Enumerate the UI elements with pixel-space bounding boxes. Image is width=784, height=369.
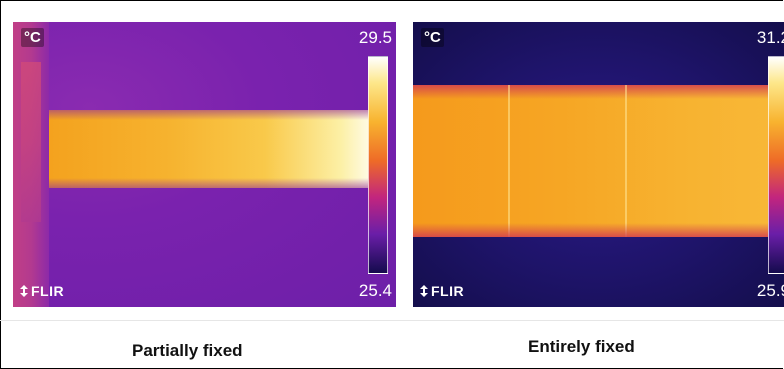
bar-seam — [508, 85, 510, 237]
thermal-image-entirely-fixed: °C 31.2 25.9 FLIR — [413, 22, 784, 307]
scale-max-temp: 31.2 — [756, 28, 784, 47]
temperature-unit-label: °C — [21, 28, 44, 47]
flir-logo-icon — [420, 285, 428, 297]
scale-min-temp: 25.4 — [358, 281, 392, 300]
scale-max-temp: 29.5 — [358, 28, 392, 47]
flir-brand-text: FLIR — [431, 283, 465, 299]
flir-brand: FLIR — [19, 283, 64, 299]
caption-partially-fixed: Partially fixed — [132, 341, 243, 360]
temperature-scale-bar — [368, 56, 388, 274]
temperature-unit-label: °C — [421, 28, 444, 47]
flir-brand: FLIR — [419, 283, 464, 299]
heated-specimen-bar — [49, 110, 381, 188]
temperature-scale-bar — [768, 56, 784, 274]
heated-specimen-bar — [413, 85, 784, 237]
flir-logo-icon — [20, 285, 28, 297]
thermal-image-partially-fixed: °C 29.5 25.4 FLIR — [13, 22, 396, 307]
clamp-fixture — [13, 22, 49, 307]
flir-brand-text: FLIR — [31, 283, 65, 299]
caption-divider — [0, 320, 784, 321]
bar-seam — [625, 85, 627, 237]
scale-min-temp: 25.9 — [756, 281, 784, 300]
caption-entirely-fixed: Entirely fixed — [528, 337, 635, 356]
